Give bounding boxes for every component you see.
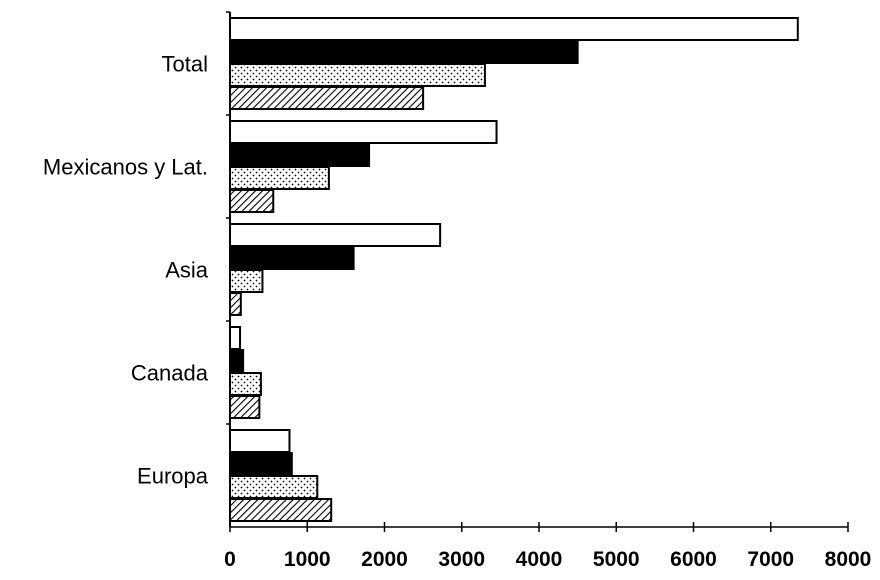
bar-hatched-1	[229, 189, 275, 213]
bar-dotted-2	[229, 269, 264, 293]
bar-hatched-0	[229, 86, 425, 110]
x-tick-label: 4000	[516, 548, 563, 571]
x-tick-label: 2000	[361, 548, 408, 571]
bar-dotted-4	[229, 475, 319, 499]
bar-white-0	[229, 17, 799, 41]
category-label: Asia	[165, 258, 209, 283]
x-tick-labels: 0 1000 2000 3000 4000 5000 6000 7000 8000	[224, 548, 871, 571]
bar-hatched-4	[229, 498, 333, 522]
category-labels: Total Mexicanos y Lat. Asia Canada Europa	[43, 52, 209, 489]
bar-white-3	[229, 326, 242, 350]
category-label: Europa	[137, 464, 209, 489]
bar-hatched-2	[229, 292, 242, 316]
bar-black-3	[229, 349, 245, 373]
x-tick-label: 8000	[825, 548, 872, 571]
x-tick-label: 3000	[438, 548, 485, 571]
bar-dotted-0	[229, 63, 486, 87]
bar-black-0	[229, 40, 579, 64]
x-tick-label: 1000	[284, 548, 331, 571]
bar-dotted-3	[229, 372, 262, 396]
bar-white-2	[229, 223, 442, 247]
x-tick-label: 5000	[593, 548, 640, 571]
bar-black-2	[229, 246, 355, 270]
x-tick-label: 7000	[747, 548, 794, 571]
bars-group	[229, 17, 799, 522]
category-label: Mexicanos y Lat.	[43, 155, 208, 180]
bar-hatched-3	[229, 395, 261, 419]
category-label: Total	[162, 52, 208, 77]
bar-dotted-1	[229, 166, 330, 190]
category-label: Canada	[131, 361, 209, 386]
x-tick-label: 6000	[670, 548, 717, 571]
x-tick-label: 0	[224, 548, 236, 571]
bar-white-1	[229, 120, 498, 144]
bar-white-4	[229, 429, 291, 453]
bar-black-1	[229, 143, 371, 167]
bar-black-4	[229, 452, 293, 476]
